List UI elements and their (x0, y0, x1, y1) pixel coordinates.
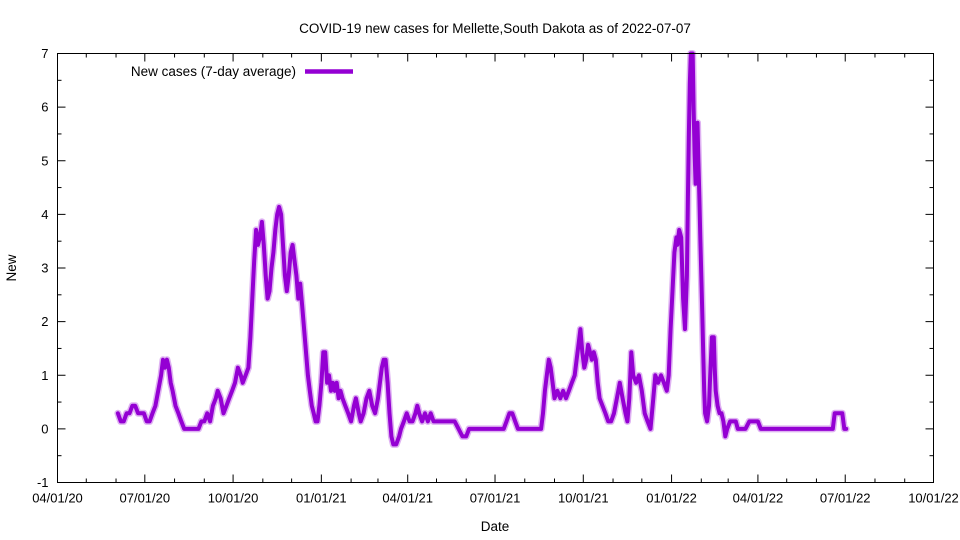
y-axis-minor-ticks (57, 79, 934, 457)
x-axis-minor-ticks (85, 53, 906, 483)
x-tick-label: 04/01/22 (733, 491, 784, 506)
y-tick-label: 7 (41, 46, 48, 61)
x-axis-tick-labels: 04/01/20 07/01/20 10/01/20 01/01/21 04/01/21… (32, 491, 959, 506)
x-tick-label: 01/01/22 (646, 491, 697, 506)
y-tick-label: 1 (41, 368, 48, 383)
chart-title: COVID-19 new cases for Mellette,South Da… (299, 21, 691, 36)
y-axis-label: New (4, 254, 19, 281)
y-tick-label: 6 (41, 100, 48, 115)
x-tick-label: 07/01/21 (470, 491, 521, 506)
y-axis-tick-labels: -1 0 1 2 3 4 5 6 7 (37, 46, 49, 490)
y-axis-ticks (57, 53, 934, 483)
x-tick-label: 10/01/20 (208, 491, 259, 506)
data-line-halo (114, 50, 850, 448)
x-tick-label: 10/01/21 (558, 491, 609, 506)
x-axis-label: Date (481, 519, 510, 534)
x-tick-label: 04/01/21 (382, 491, 433, 506)
y-tick-label: 4 (41, 207, 48, 222)
x-tick-label: 07/01/20 (120, 491, 171, 506)
legend: New cases (7-day average) (131, 64, 353, 79)
y-tick-label: 5 (41, 153, 48, 168)
plot-border (57, 53, 934, 483)
y-tick-label: -1 (37, 475, 49, 490)
legend-label: New cases (7-day average) (131, 64, 296, 79)
x-tick-label: 01/01/21 (296, 491, 347, 506)
y-tick-label: 3 (41, 261, 48, 276)
data-line (115, 51, 849, 447)
x-axis-ticks (57, 53, 934, 483)
x-tick-label: 10/01/22 (908, 491, 959, 506)
y-tick-label: 0 (41, 421, 48, 436)
x-tick-label: 04/01/20 (32, 491, 83, 506)
data-series (114, 50, 850, 448)
y-tick-label: 2 (41, 314, 48, 329)
x-tick-label: 07/01/22 (820, 491, 871, 506)
